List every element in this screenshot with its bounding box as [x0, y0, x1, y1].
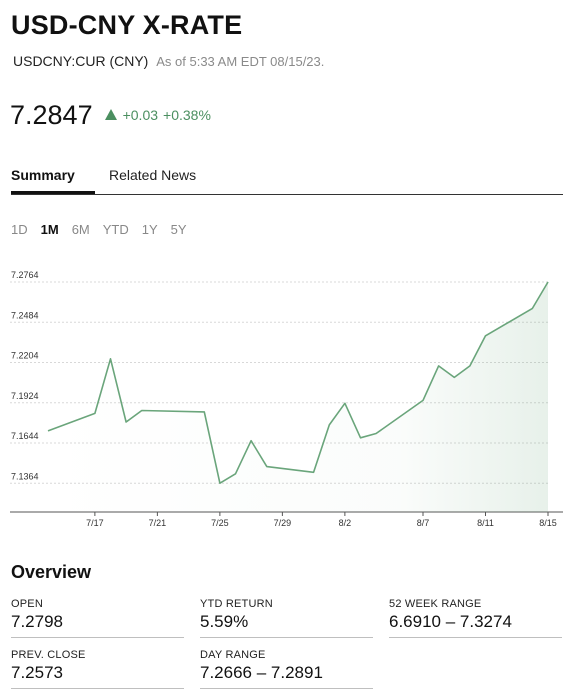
- price-change: +0.03 +0.38%: [104, 106, 211, 123]
- range-6m[interactable]: 6M: [71, 222, 90, 237]
- y-tick-label: 7.1644: [11, 431, 39, 441]
- stat-label: PREV. CLOSE: [11, 649, 86, 661]
- stat-value: 7.2666 – 7.2891: [200, 663, 323, 682]
- stat-label: OPEN: [11, 598, 43, 610]
- y-tick-label: 7.2764: [11, 270, 39, 280]
- stat-label: 52 WEEK RANGE: [389, 598, 482, 610]
- stat-label: YTD RETURN: [200, 598, 273, 610]
- y-tick-label: 7.2204: [11, 351, 39, 361]
- quote-subtitle: USDCNY:CUR (CNY) As of 5:33 AM EDT 08/15…: [13, 53, 324, 69]
- x-tick-label: 8/7: [417, 518, 430, 528]
- stat-52-week-range: 52 WEEK RANGE 6.6910 – 7.3274: [389, 598, 562, 638]
- stat-prev-close: PREV. CLOSE 7.2573: [11, 649, 184, 689]
- price-area-fill: [48, 282, 548, 512]
- time-range-selector: 1D 1M 6M YTD 1Y 5Y: [11, 222, 200, 237]
- change-percent: +0.38%: [163, 106, 211, 123]
- stat-value: 6.6910 – 7.3274: [389, 612, 512, 631]
- y-tick-label: 7.1364: [11, 471, 39, 481]
- tab-related-news[interactable]: Related News: [109, 167, 197, 183]
- range-ytd[interactable]: YTD: [102, 222, 129, 237]
- y-tick-label: 7.2484: [11, 310, 39, 320]
- x-tick-label: 7/21: [149, 518, 167, 528]
- stat-value: 7.2573: [11, 663, 63, 682]
- overview-heading: Overview: [11, 562, 92, 582]
- range-1m[interactable]: 1M: [40, 222, 59, 237]
- change-value: +0.03: [122, 106, 159, 123]
- x-tick-label: 7/29: [274, 518, 292, 528]
- range-5y[interactable]: 5Y: [170, 222, 187, 237]
- stat-open: OPEN 7.2798: [11, 598, 184, 638]
- ticker-symbol: USDCNY:CUR (CNY): [13, 53, 149, 69]
- price-series-line: [47, 281, 549, 484]
- stat-value: 7.2798: [11, 612, 63, 631]
- tab-bar: Summary Related News: [11, 163, 563, 195]
- stat-ytd-return: YTD RETURN 5.59%: [200, 598, 373, 638]
- up-arrow-icon: [104, 109, 117, 120]
- stat-label: DAY RANGE: [200, 649, 266, 661]
- x-tick-label: 8/2: [339, 518, 352, 528]
- tab-summary[interactable]: Summary: [11, 167, 95, 194]
- x-tick-label: 7/17: [86, 518, 104, 528]
- as-of-timestamp: As of 5:33 AM EDT 08/15/23.: [156, 54, 325, 69]
- x-tick-label: 8/15: [539, 518, 557, 528]
- page-title: USD-CNY X-RATE: [11, 10, 243, 40]
- range-1d[interactable]: 1D: [11, 222, 28, 237]
- x-tick-label: 7/25: [211, 518, 229, 528]
- x-tick-label: 8/11: [477, 518, 494, 528]
- range-1y[interactable]: 1Y: [141, 222, 158, 237]
- quote-row: 7.2847 +0.03 +0.38%: [10, 100, 211, 131]
- stat-value: 5.59%: [200, 612, 249, 631]
- stat-day-range: DAY RANGE 7.2666 – 7.2891: [200, 649, 373, 689]
- current-price: 7.2847: [10, 100, 93, 130]
- y-tick-label: 7.1924: [11, 391, 39, 401]
- price-chart[interactable]: 7.2764 7.2484 7.2204 7.1924 7.1644 7.1364 7/17…: [0, 262, 575, 532]
